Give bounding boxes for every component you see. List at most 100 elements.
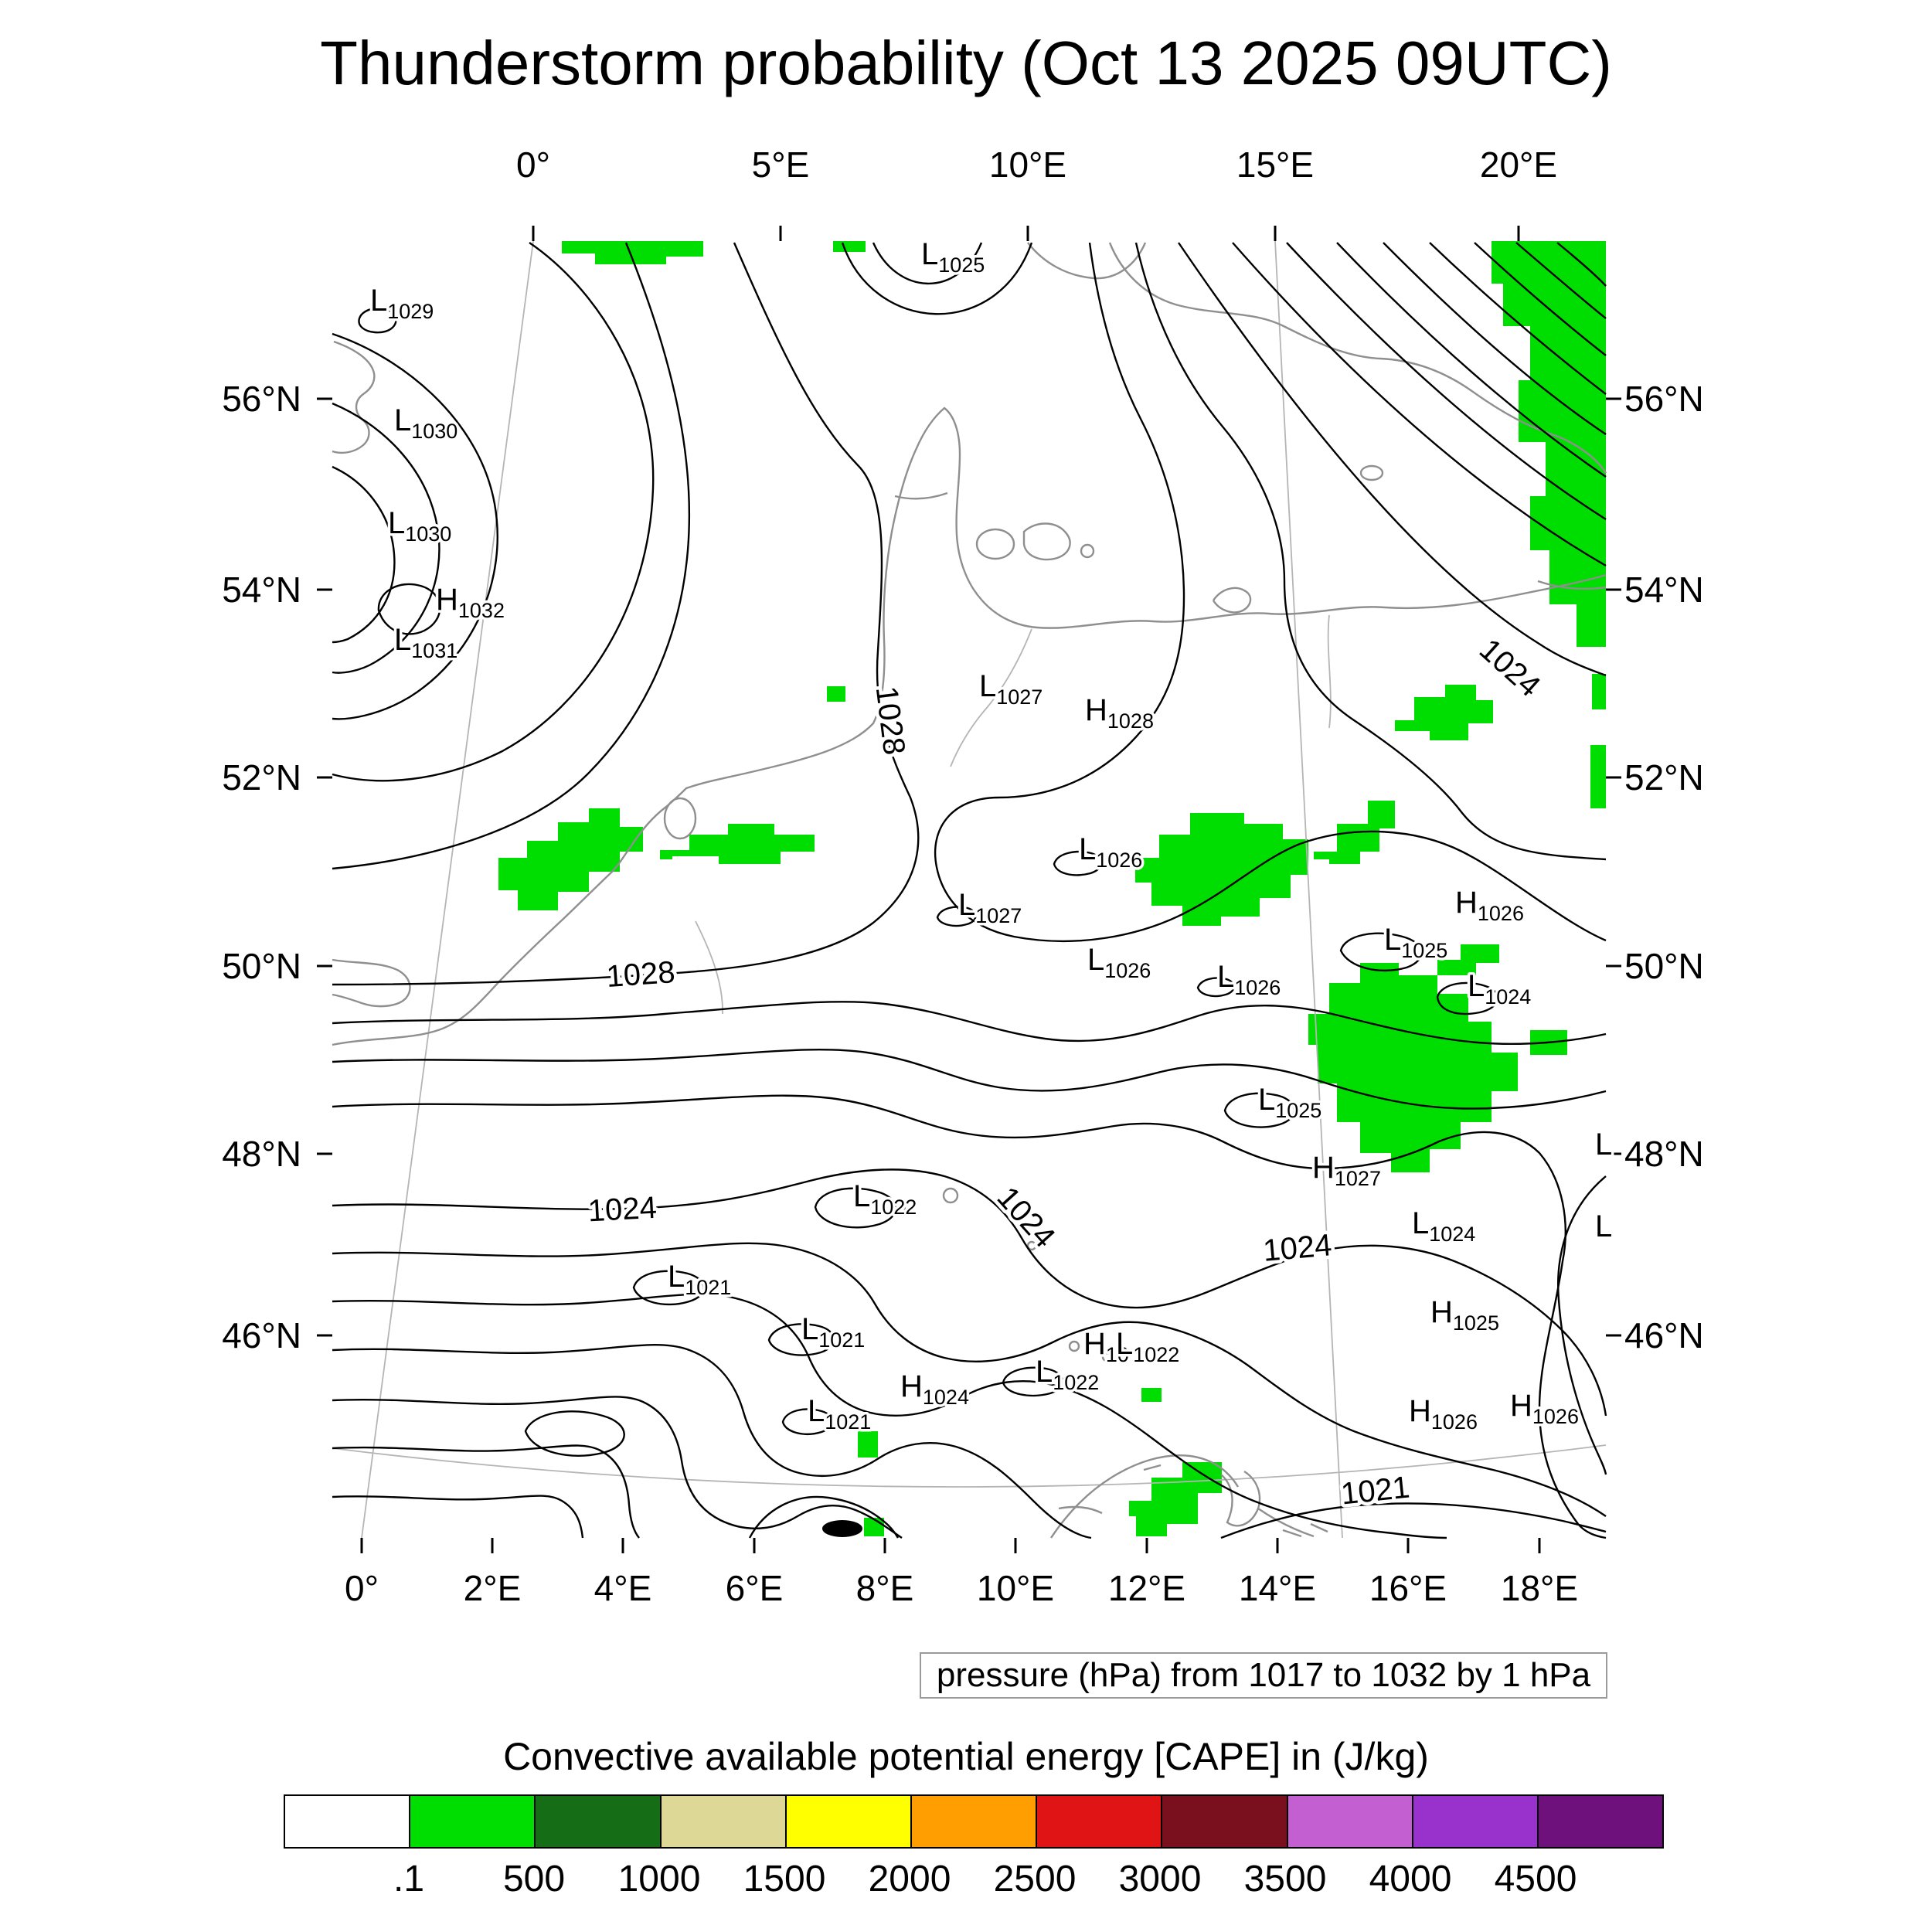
left-axis-label: 46°N [222, 1315, 301, 1355]
right-axis-label: 54°N [1624, 570, 1704, 610]
right-axis-label: 50°N [1624, 946, 1704, 986]
bottom-axis-label: 0° [345, 1568, 379, 1608]
pressure-center-label-partial: L [1595, 1209, 1612, 1243]
top-axis-label: 5°E [751, 145, 810, 185]
isobar-value-label: 1028 [869, 685, 912, 757]
colorbar-tick-label: 500 [502, 1859, 566, 1900]
colorbar-tick-label: .1 [393, 1859, 425, 1900]
colorbar-segment [784, 1796, 910, 1847]
top-axis-label: 15°E [1236, 145, 1315, 185]
colorbar-tick-label: 4000 [1369, 1859, 1452, 1900]
pressure-center-label: L1022 [1116, 1327, 1179, 1366]
pressure-center-label: L1027 [979, 669, 1043, 709]
pressure-center-label: L1024 [1412, 1206, 1475, 1246]
colorbar-segment [910, 1796, 1036, 1847]
pressure-center-label: L1030 [388, 506, 451, 546]
bottom-axis-label: 12°E [1107, 1568, 1186, 1608]
dense-contour-blob [822, 1520, 862, 1537]
bottom-axis-label: 2°E [463, 1568, 522, 1608]
left-axis-label: 52°N [222, 757, 301, 798]
left-axis-label: 56°N [222, 379, 301, 419]
left-axis-label: 48°N [222, 1134, 301, 1174]
pressure-center-label: H1026 [1409, 1394, 1478, 1434]
colorbar-segment [1536, 1796, 1663, 1847]
colorbar-segment [534, 1796, 660, 1847]
colorbar-segment [409, 1796, 535, 1847]
coastlines [332, 242, 1607, 1539]
isobar-value-label: 1028 [605, 955, 676, 994]
pressure-center-label: L1031 [394, 623, 457, 662]
colorbar-segment [285, 1796, 410, 1847]
pressure-center-label: L1021 [668, 1260, 731, 1299]
colorbar-tick-label: 2000 [868, 1859, 951, 1900]
pressure-center-label: H1026 [1510, 1389, 1579, 1428]
right-axis-label: 48°N [1624, 1134, 1704, 1174]
bottom-axis-label: 10°E [976, 1568, 1055, 1608]
pressure-center-label: L1022 [853, 1179, 917, 1219]
pressure-center-label: L1026 [1087, 943, 1151, 982]
pressure-center-label: H1024 [900, 1369, 969, 1409]
right-axis-label: 56°N [1624, 379, 1704, 419]
bottom-axis-label: 18°E [1500, 1568, 1579, 1608]
bottom-axis-label: 8°E [855, 1568, 914, 1608]
top-axis-label: 10°E [988, 145, 1067, 185]
pressure-center-label-partial: L [1595, 1128, 1612, 1162]
page-title: Thunderstorm probability (Oct 13 2025 09… [320, 29, 1612, 97]
right-axis-label: 46°N [1624, 1315, 1704, 1355]
colorbar-segment [1411, 1796, 1537, 1847]
colorbar-segment [1036, 1796, 1162, 1847]
pressure-center-label: H1032 [436, 583, 505, 622]
pressure-center-label: L1029 [370, 284, 434, 323]
pressure-center-label: L1026 [1217, 960, 1281, 999]
pressure-note-box: pressure (hPa) from 1017 to 1032 by 1 hP… [920, 1652, 1607, 1699]
pressure-center-label: H1026 [1455, 886, 1524, 925]
isobar-value-label: 1024 [991, 1181, 1062, 1255]
isobar-value-label: 1021 [1339, 1471, 1411, 1512]
isobar-contours [332, 242, 1607, 1539]
colorbar-tick-label: 1500 [743, 1859, 826, 1900]
left-axis-label: 54°N [222, 570, 301, 610]
pressure-note-text: pressure (hPa) from 1017 to 1032 by 1 hP… [936, 1656, 1591, 1694]
bottom-axis-label: 6°E [725, 1568, 784, 1608]
pressure-center-label: L1022 [1036, 1355, 1099, 1394]
colorbar-tick-label: 1000 [617, 1859, 701, 1900]
right-axis-label: 52°N [1624, 757, 1704, 798]
colorbar-segment [659, 1796, 785, 1847]
pressure-center-label: L1021 [801, 1312, 865, 1352]
isobar-value-label: 1024 [587, 1191, 658, 1229]
isobar-value-label: 1024 [1473, 632, 1547, 703]
bottom-axis-label: 16°E [1369, 1568, 1447, 1608]
pressure-center-label: L1030 [394, 403, 457, 443]
pressure-center-label: L1021 [808, 1394, 871, 1434]
cape-shading-regions [498, 241, 1606, 1536]
colorbar-tick-label: 3500 [1243, 1859, 1327, 1900]
cape-colorbar [284, 1794, 1664, 1849]
pressure-center-label: L1025 [921, 237, 985, 277]
colorbar-tick-label: 2500 [993, 1859, 1077, 1900]
colorbar-segment [1286, 1796, 1412, 1847]
left-axis-label: 50°N [222, 946, 301, 986]
top-axis-label: 20°E [1479, 145, 1558, 185]
cape-colorbar-tick-labels: .1 500 1000 1500 2000 2500 3000 3500 4000 4500 [284, 1858, 1661, 1904]
map-area: L1029 L1025 L1030 L1030 H1032 L1031 L1027 H1028… [317, 226, 1621, 1553]
pressure-center-label: L1025 [1258, 1083, 1321, 1122]
colorbar-title: Convective available potential energy [C… [503, 1735, 1429, 1778]
pressure-center-label: L1027 [958, 888, 1022, 927]
colorbar-tick-label: 4500 [1494, 1859, 1577, 1900]
pressure-center-label: H10 [1083, 1327, 1129, 1366]
pressure-center-label: H1028 [1085, 693, 1154, 733]
pressure-center-label: H1025 [1430, 1295, 1499, 1335]
colorbar-segment [1161, 1796, 1287, 1847]
pressure-center-label: L1024 [1468, 969, 1531, 1009]
bottom-axis-label: 4°E [594, 1568, 652, 1608]
pressure-center-label: L1025 [1384, 923, 1447, 962]
colorbar-tick-label: 3000 [1118, 1859, 1202, 1900]
isobar-value-label: 1024 [1262, 1228, 1333, 1268]
axis-ticks [317, 226, 1621, 1553]
pressure-center-label: H1027 [1312, 1151, 1381, 1190]
bottom-axis-label: 14°E [1238, 1568, 1317, 1608]
top-axis-label: 0° [516, 145, 550, 185]
pressure-center-label: L1026 [1079, 832, 1142, 872]
